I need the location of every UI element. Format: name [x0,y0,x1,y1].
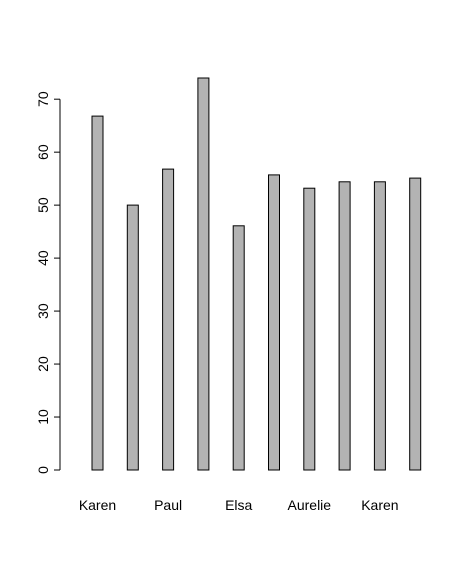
y-ticks: 0 10 20 30 40 50 60 70 [35,91,60,474]
y-tick-label: 60 [35,144,51,160]
y-tick-label: 30 [35,303,51,319]
bar [162,168,175,471]
x-category-label: Karen [79,497,116,513]
y-tick-label: 20 [35,356,51,372]
bar [268,174,280,471]
x-category-label: Elsa [225,497,252,513]
x-labels: Karen Paul Elsa Aurelie Karen [79,497,399,513]
x-category-label: Karen [361,497,398,513]
y-tick-label: 50 [35,197,51,213]
bar [303,187,316,471]
x-category-label: Aurelie [288,497,332,513]
bar [126,204,139,471]
x-category-label: Paul [154,497,182,513]
y-tick-label: 0 [35,466,51,474]
bar [409,177,422,471]
y-tick-label: 10 [35,409,51,425]
bar [232,225,245,471]
bar [373,181,386,471]
bars [91,77,422,471]
bar [197,77,210,471]
y-tick-label: 70 [35,91,51,107]
bar [91,115,104,471]
bar [338,181,351,471]
y-tick-label: 40 [35,250,51,266]
